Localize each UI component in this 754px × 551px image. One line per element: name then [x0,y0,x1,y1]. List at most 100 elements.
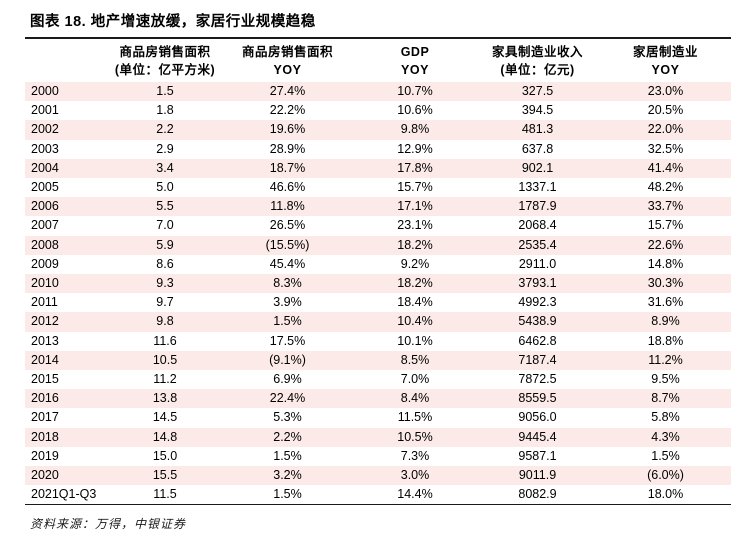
year-cell: 2012 [31,314,59,329]
value-cell: 22.0% [647,122,684,137]
value-cell: 14.8 [152,429,178,444]
value-cell: 3.4 [156,160,174,175]
value-cell: 10.5% [397,429,433,444]
value-cell: 7.3% [400,448,430,463]
year-cell: 2007 [31,218,59,233]
value-cell: 5.8% [651,410,680,425]
value-cell: 18.8% [647,333,684,348]
value-cell: 8.7% [651,391,680,406]
value-cell: 18.4% [397,295,433,310]
value-cell: 2.9 [156,141,174,156]
value-cell: 10.7% [397,84,433,98]
value-cell: 2.2% [273,429,302,444]
table-row: 2007 7.0 26.5% 23.1% 2068.4 15.7% [25,216,731,236]
value-cell: 7187.4 [518,352,557,367]
value-cell: 13.8 [152,391,178,406]
table-row: 2000 1.5 27.4% 10.7% 327.5 23.0% [25,82,731,102]
value-cell: 4.3% [651,429,680,444]
value-cell: 46.6% [269,180,306,195]
year-cell: 2017 [31,410,59,425]
value-cell: 11.2 [153,372,177,387]
year-cell: 2015 [31,372,59,387]
value-cell: 2.2 [156,122,174,137]
value-cell: 5.9 [156,237,174,252]
year-cell: 2019 [31,448,59,463]
year-cell: 2008 [31,237,59,252]
value-cell: 394.5 [521,103,554,118]
year-cell: 2021Q1-Q3 [31,487,97,502]
value-cell: 4992.3 [518,295,557,310]
year-cell: 2002 [31,122,59,137]
year-cell: 2018 [31,429,59,444]
value-cell: 9.8 [156,314,174,329]
year-cell: 2000 [31,84,59,98]
value-cell: 14.8% [647,256,684,271]
value-cell: 32.5% [647,141,684,156]
table-header: 商品房销售面积 (单位：亿平方米) 商品房销售面积 YOY GDP YOY 家具… [25,38,731,82]
table-row: 2020 15.5 3.2% 3.0% 9011.9 (6.0%) [25,466,731,486]
source-note: 资料来源：万得，中银证券 [30,517,187,531]
value-cell: 10.6% [397,103,433,118]
value-cell: 9.7 [156,295,174,310]
value-cell: 20.5% [647,103,684,118]
value-cell: 1787.9 [518,199,557,214]
value-cell: 22.2% [269,103,306,118]
value-cell: 18.7% [269,160,306,175]
year-cell: 2011 [31,295,58,310]
year-cell: 2016 [31,391,59,406]
value-cell: 5.0 [156,180,174,195]
value-cell: 11.5% [397,410,433,425]
value-cell: 5438.9 [518,314,557,329]
value-cell: 8.3% [273,276,302,291]
value-cell: 637.8 [521,141,554,156]
table-row: 2002 2.2 19.6% 9.8% 481.3 22.0% [25,120,731,140]
value-cell: 18.2% [397,237,433,252]
value-cell: 14.5 [152,410,178,425]
value-cell: 3.0% [400,468,430,483]
year-cell: 2005 [31,180,59,195]
value-cell: 9.5% [651,372,680,387]
header-year [25,38,110,82]
table-row: 2005 5.0 46.6% 15.7% 1337.1 48.2% [25,178,731,198]
value-cell: 8082.9 [518,487,557,502]
table-row: 2011 9.7 3.9% 18.4% 4992.3 31.6% [25,293,731,313]
header-sales-area: 商品房销售面积 (单位：亿平方米) [114,45,216,77]
value-cell: 3793.1 [518,276,557,291]
value-cell: 1.5% [273,448,302,463]
header-row: 商品房销售面积 (单位：亿平方米) 商品房销售面积 YOY GDP YOY 家具… [25,38,731,82]
value-cell: 10.5 [152,352,178,367]
value-cell: 23.0% [647,84,684,98]
value-cell: 11.2% [648,352,683,367]
table-row: 2021Q1-Q3 11.5 1.5% 14.4% 8082.9 18.0% [25,485,731,505]
table-row: 2010 9.3 8.3% 18.2% 3793.1 30.3% [25,274,731,294]
table-row: 2014 10.5 (9.1%) 8.5% 7187.4 11.2% [25,350,731,371]
value-cell: 9.2% [400,256,430,271]
value-cell: 9587.1 [518,448,557,463]
value-cell: 7.0% [400,372,430,387]
year-cell: 2010 [31,276,59,291]
value-cell: 10.4% [397,314,433,329]
value-cell: 31.6% [647,295,684,310]
value-cell: 33.7% [647,199,684,214]
value-cell: 18.2% [397,276,433,291]
value-cell: 11.5 [153,487,177,502]
value-cell: 15.0 [152,448,178,463]
value-cell: 5.5 [156,199,174,214]
year-cell: 2001 [31,103,59,118]
value-cell: 902.1 [521,160,554,175]
table-row: 2015 11.2 6.9% 7.0% 7872.5 9.5% [25,370,731,390]
year-cell: 2006 [31,199,59,214]
value-cell: 15.5 [152,468,178,483]
year-cell: 2009 [31,256,59,271]
year-cell: 2020 [31,468,59,483]
data-table: 商品房销售面积 (单位：亿平方米) 商品房销售面积 YOY GDP YOY 家具… [25,37,731,506]
value-cell: 327.5 [521,84,554,98]
table-row: 2018 14.8 2.2% 10.5% 9445.4 4.3% [25,427,731,447]
value-cell: 1.5% [651,448,680,463]
header-gdp-yoy: GDP YOY [400,45,430,77]
value-cell: 15.7% [397,180,433,195]
table-row: 2004 3.4 18.7% 17.8% 902.1 41.4% [25,158,731,179]
value-cell: 26.5% [269,218,306,233]
value-cell: 1.8 [156,103,174,118]
value-cell: 8.9% [651,314,680,329]
